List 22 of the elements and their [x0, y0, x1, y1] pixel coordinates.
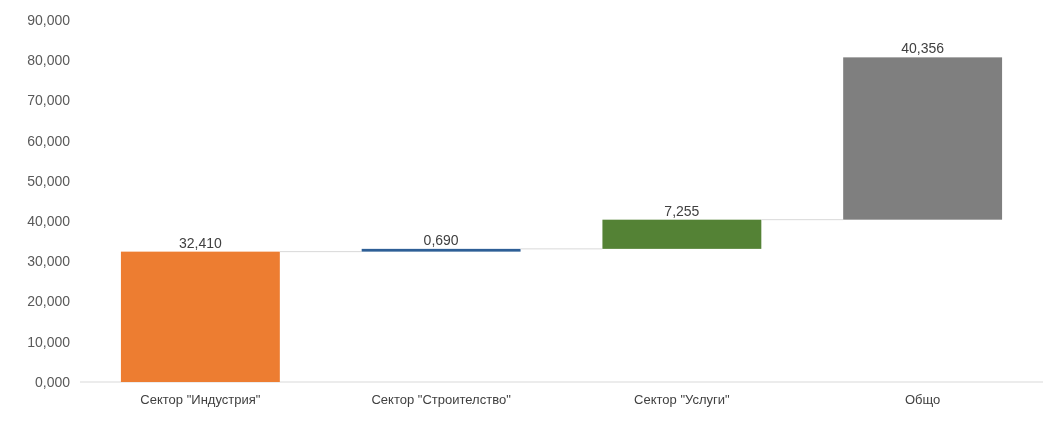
y-tick-label: 50,000: [27, 172, 71, 189]
y-tick-label: 20,000: [27, 293, 71, 310]
data-label: 40,356: [901, 40, 945, 57]
x-tick-label: Общо: [904, 392, 941, 407]
y-tick-label: 30,000: [27, 253, 71, 270]
data-label: 32,410: [178, 234, 222, 251]
x-tick-label: Сектор "Услуги": [634, 392, 731, 407]
y-tick-label: 90,000: [27, 11, 71, 28]
x-tick-label: Сектор "Индустрия": [140, 392, 261, 407]
y-tick-label: 10,000: [27, 333, 71, 350]
bar: [361, 248, 521, 252]
bar: [843, 57, 1003, 220]
y-tick-label: 0,000: [34, 373, 71, 390]
data-label: 7,255: [664, 202, 700, 219]
data-label: 0,690: [423, 231, 459, 248]
y-tick-label: 70,000: [27, 92, 71, 109]
bar: [602, 219, 762, 249]
bar: [120, 251, 280, 382]
y-tick-label: 40,000: [27, 213, 71, 230]
x-tick-label: Сектор "Строителство": [371, 392, 512, 407]
y-tick-label: 60,000: [27, 132, 71, 149]
y-tick-label: 80,000: [27, 52, 71, 69]
